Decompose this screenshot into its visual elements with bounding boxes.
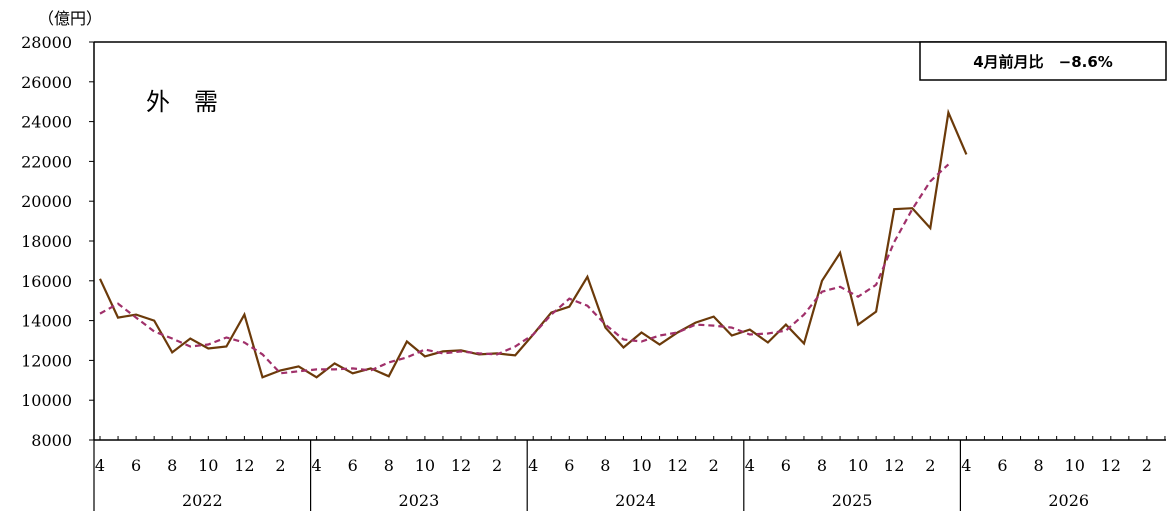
x-month-label: 12 xyxy=(884,456,904,475)
y-tick-label: 20000 xyxy=(21,192,72,211)
x-month-label: 2 xyxy=(275,456,285,475)
x-month-label: 4 xyxy=(745,456,755,475)
x-month-label: 4 xyxy=(961,456,971,475)
x-month-label: 10 xyxy=(631,456,651,475)
x-month-label: 4 xyxy=(312,456,322,475)
panel-title: 外 需 xyxy=(146,88,218,116)
series-layer xyxy=(99,108,968,379)
x-month-label: 4 xyxy=(95,456,105,475)
trend-series-line xyxy=(99,163,950,375)
y-tick-label: 14000 xyxy=(21,312,72,331)
x-month-label: 6 xyxy=(348,456,358,475)
x-month-label: 8 xyxy=(384,456,394,475)
x-month-label: 10 xyxy=(198,456,218,475)
x-month-label: 10 xyxy=(415,456,435,475)
x-month-label: 2 xyxy=(709,456,719,475)
x-month-label: 8 xyxy=(167,456,177,475)
x-month-label: 12 xyxy=(234,456,254,475)
y-tick-label: 22000 xyxy=(21,152,72,171)
x-year-label: 2022 xyxy=(182,491,223,510)
x-month-label: 4 xyxy=(528,456,538,475)
y-tick-label: 26000 xyxy=(21,73,72,92)
y-tick-label: 8000 xyxy=(31,431,72,450)
y-tick-label: 16000 xyxy=(21,272,72,291)
x-month-label: 6 xyxy=(131,456,141,475)
y-tick-label: 18000 xyxy=(21,232,72,251)
y-tick-label: 24000 xyxy=(21,113,72,132)
x-month-label: 12 xyxy=(451,456,471,475)
axis-layer: 8000 10000 12000 14000 16000 18000 20000 22000 2… xyxy=(21,33,1166,511)
y-tick-label: 10000 xyxy=(21,391,72,410)
actual-series-line xyxy=(99,108,968,379)
unit-label: （億円） xyxy=(38,9,102,28)
x-month-label: 6 xyxy=(997,456,1007,475)
x-month-label: 6 xyxy=(781,456,791,475)
x-year-label: 2025 xyxy=(832,491,873,510)
x-month-label: 2 xyxy=(925,456,935,475)
y-tick-label: 12000 xyxy=(21,351,72,370)
y-tick-label: 28000 xyxy=(21,33,72,52)
x-month-label: 2 xyxy=(1142,456,1152,475)
x-year-label: 2024 xyxy=(615,491,656,510)
annotation-text: 4月前月比 −8.6% xyxy=(973,53,1113,71)
x-month-label: 10 xyxy=(1065,456,1085,475)
x-month-label: 12 xyxy=(667,456,687,475)
x-year-label: 2023 xyxy=(399,491,440,510)
x-month-label: 8 xyxy=(1034,456,1044,475)
x-month-label: 8 xyxy=(817,456,827,475)
annotation-box xyxy=(919,41,1167,81)
x-month-label: 12 xyxy=(1101,456,1121,475)
x-month-label: 2 xyxy=(492,456,502,475)
x-month-label: 8 xyxy=(600,456,610,475)
x-year-label: 2026 xyxy=(1048,491,1089,510)
x-month-label: 10 xyxy=(848,456,868,475)
x-month-label: 6 xyxy=(564,456,574,475)
